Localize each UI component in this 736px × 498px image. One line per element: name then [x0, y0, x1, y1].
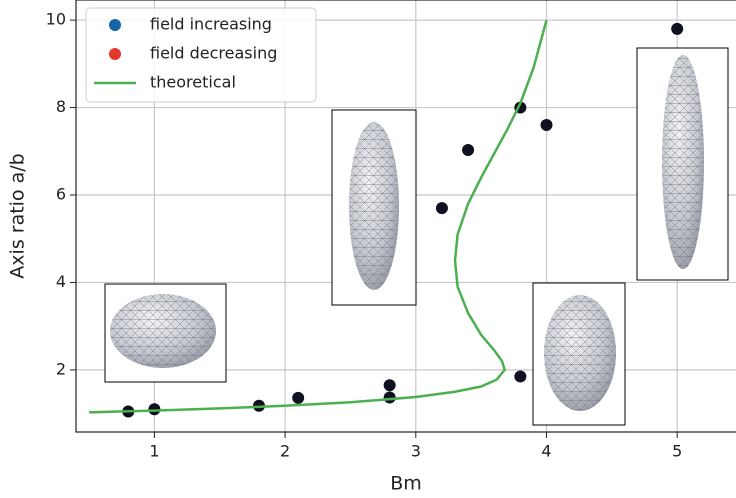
- data-point: [383, 391, 396, 404]
- y-tick-label: 10: [46, 10, 66, 29]
- inset-mesh: [110, 294, 216, 368]
- legend-label: field decreasing: [150, 44, 277, 63]
- y-tick-label: 4: [56, 272, 66, 291]
- legend-box: [85, 7, 317, 103]
- data-point: [148, 403, 161, 416]
- data-point: [514, 370, 527, 383]
- x-axis-label: Bm: [390, 473, 422, 495]
- legend-marker: [109, 48, 121, 60]
- y-tick-label: 6: [56, 185, 66, 204]
- x-tick-label: 4: [541, 442, 551, 461]
- legend-label: theoretical: [150, 73, 236, 92]
- inset-mesh: [662, 55, 704, 269]
- x-tick-label: 3: [411, 442, 421, 461]
- y-tick-label: 2: [56, 359, 66, 378]
- y-tick-label: 8: [56, 97, 66, 116]
- legend-marker: [109, 19, 121, 31]
- plot-frame: [75, 0, 736, 433]
- data-point: [292, 391, 305, 404]
- data-point: [383, 379, 396, 392]
- data-point: [462, 143, 475, 156]
- x-tick-label: 5: [672, 442, 682, 461]
- data-point: [540, 119, 553, 132]
- data-point: [671, 22, 684, 35]
- x-tick-label: 1: [149, 442, 159, 461]
- x-tick-label: 2: [280, 442, 290, 461]
- inset-mesh: [544, 295, 616, 411]
- data-point: [435, 202, 448, 215]
- insets: [104, 47, 729, 426]
- legend-label: field increasing: [150, 15, 272, 34]
- y-axis-label: Axis ratio a/b: [7, 153, 29, 278]
- theoretical-line: [89, 19, 548, 414]
- inset-mesh: [349, 122, 399, 290]
